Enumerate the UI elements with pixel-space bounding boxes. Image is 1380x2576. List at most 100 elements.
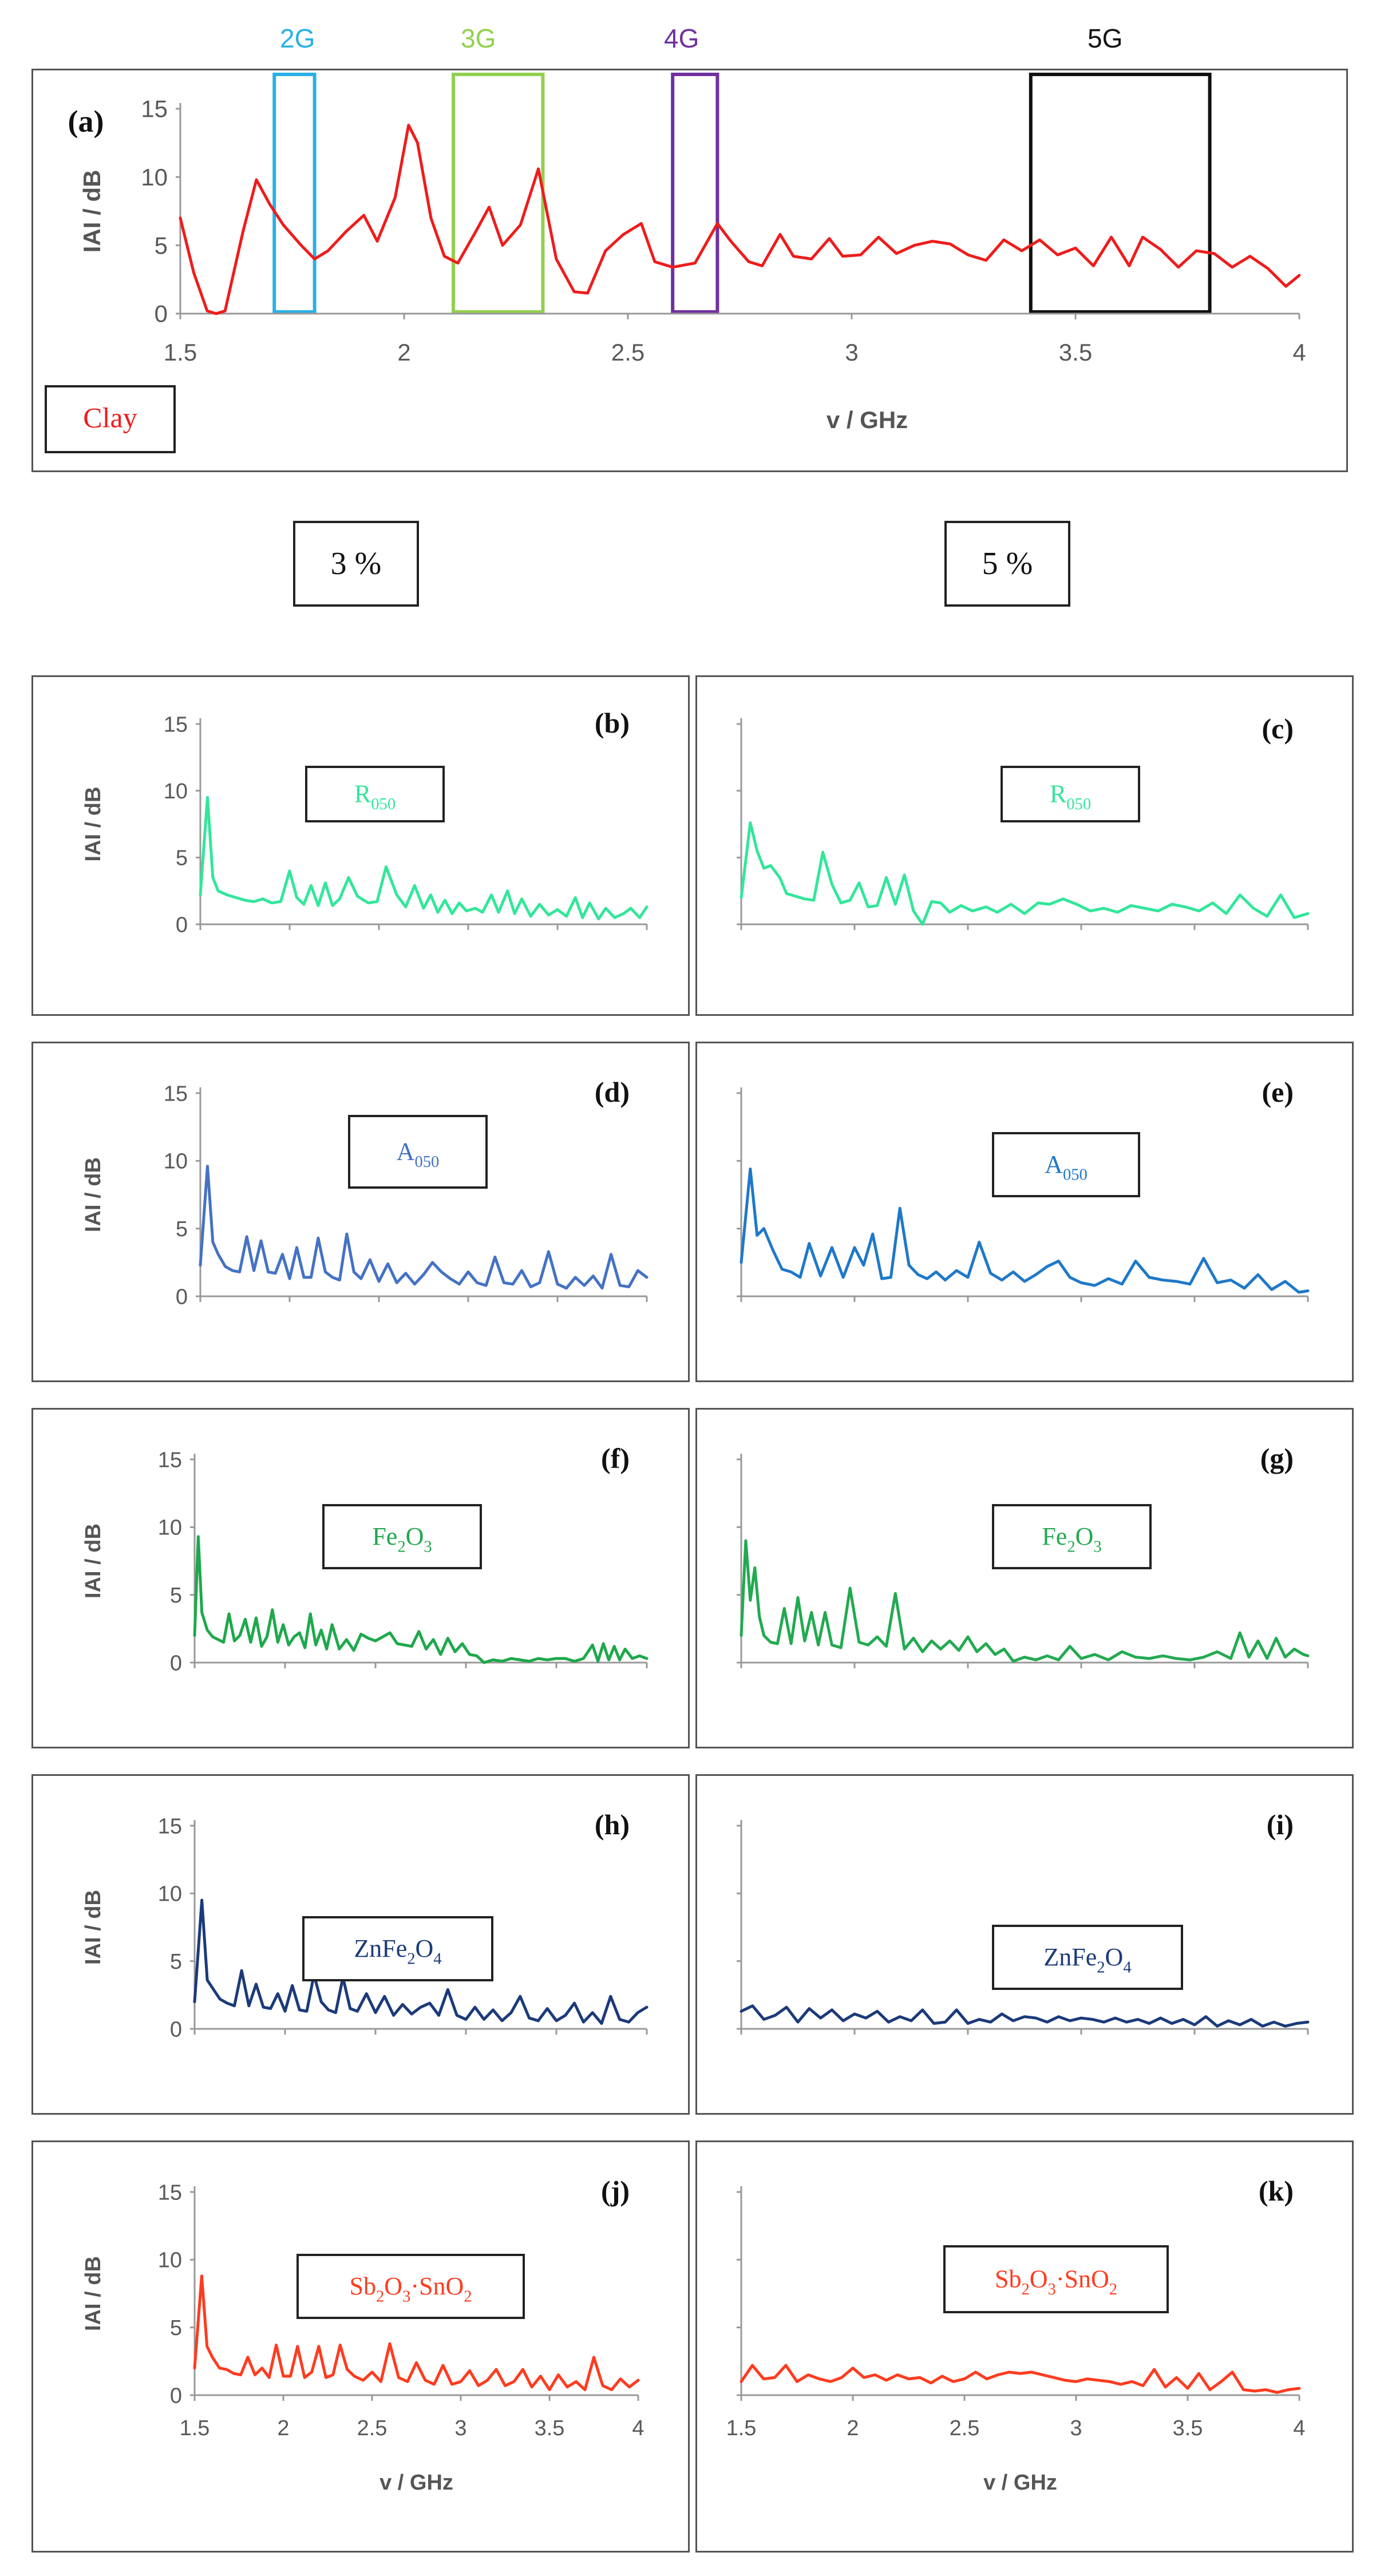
chart-i: (i) ZnFe2O4 [737,1809,1310,2035]
y-tick-label: 0 [176,1285,188,1309]
y-tick-label: 10 [158,2249,182,2273]
panel-label-c: (c) [1262,713,1294,745]
series-line-h [193,1898,649,2025]
material-label-i: ZnFe2O4 [1043,1943,1131,1976]
material-box-e [992,1132,1140,1197]
panel-c-frame [695,675,1354,1016]
material-box-b [305,766,445,822]
material-label-j: Sb2O3·SnO2 [349,2272,472,2305]
chart-g: (g) Fe2O3 [737,1442,1310,1668]
series-line-b [199,796,649,921]
series-line-d [199,1165,649,1290]
y-axis-label: IAI / dB [81,1524,105,1598]
series-line-k [740,2364,1301,2394]
material-box-i [992,1925,1183,1990]
y-tick-label: 10 [164,1150,188,1174]
y-axis-label: IAI / dB [81,1890,105,1965]
x-tick-label: 1.5 [164,339,197,366]
panel-label-a: (a) [68,104,104,139]
material-box-h [302,1916,493,1981]
x-tick-label: 3.5 [1059,339,1092,366]
material-box-g [992,1504,1152,1569]
chart-b: 0 5 10 15 IAI / dB (b) R050 [81,707,649,937]
x-tick-label: 4 [1292,339,1306,366]
panel-label-d: (d) [595,1076,630,1108]
panel-j-frame [31,2140,690,2553]
y-tick-label: 15 [158,2181,182,2205]
chart-c: (c) R050 [737,713,1310,930]
y-tick-label: 15 [164,1082,188,1106]
y-tick-label: 5 [170,1950,182,1974]
chart-d: 0 5 10 15 IAI / dB (d) A050 [81,1076,649,1309]
y-tick-label: 0 [176,913,188,937]
x-axis-label: v / GHz [379,2471,453,2495]
panel-e-frame [695,1042,1354,1382]
x-tick-label: 2 [847,2416,859,2440]
chart-e: (e) A050 [737,1076,1310,1302]
chart-a: 0 5 10 15 1.5 2 2.5 3 3.5 4 IAI / dB v / GHz (a) Clay [45,73,1306,453]
series-line-f [193,1535,649,1664]
header-5-percent: 5 % [944,521,1070,607]
y-axis-label: IAI / dB [78,170,105,253]
series-line-j [193,2274,640,2392]
material-label-b: R050 [354,780,396,813]
band-box-5g [1029,73,1212,314]
x-tick-label: 2 [397,339,410,366]
x-tick-label: 2.5 [950,2416,980,2440]
material-label-d: A050 [397,1138,440,1171]
y-tick-label: 10 [158,1516,182,1540]
y-axis-label: IAI / dB [81,1157,105,1232]
material-box-j [296,2254,525,2319]
band-box-2g [272,73,317,314]
chart-f: 0 5 10 15 IAI / dB (f) Fe2O3 [81,1442,649,1675]
chart-j: 0 5 10 15 1.5 2 2.5 3 3.5 4 IAI / dB v / GHz (j) Sb2O… [81,2175,644,2495]
x-tick-label: 4 [1293,2416,1305,2440]
band-label-2g: 2G [280,23,315,53]
y-tick-label: 5 [170,1584,182,1608]
panel-label-j: (j) [601,2175,630,2207]
y-tick-label: 0 [170,1651,182,1675]
panel-f-frame [31,1408,690,1748]
chart-k: 1.5 2 2.5 3 3.5 4 v / GHz (k) Sb2O3·SnO2 [726,2175,1306,2495]
series-line-i [740,2004,1310,2028]
panel-label-b: (b) [595,707,630,739]
panel-label-f: (f) [601,1442,630,1474]
y-tick-label: 10 [141,164,168,191]
y-tick-label: 5 [155,232,168,259]
material-box-k [943,2245,1169,2313]
panel-d-frame [31,1042,690,1382]
band-label-4g: 4G [664,23,699,53]
material-label-h: ZnFe2O4 [354,1934,441,1968]
x-tick-label: 2.5 [357,2416,387,2440]
y-axis-label: IAI / dB [81,787,105,862]
x-tick-label: 2.5 [611,339,644,366]
material-label-c: R050 [1050,780,1091,813]
y-tick-label: 15 [164,713,188,737]
material-label-f: Fe2O3 [372,1522,432,1556]
y-tick-label: 15 [158,1814,182,1838]
band-label-3g: 3G [461,23,496,53]
x-tick-label: 3.5 [1173,2416,1203,2440]
series-line-e [740,1168,1310,1294]
panel-label-h: (h) [595,1809,630,1841]
x-axis-label: v / GHz [983,2471,1057,2495]
series-line-c [740,821,1310,926]
material-box-a [45,385,176,453]
panel-b-frame [31,675,690,1016]
x-tick-label: 3 [454,2416,466,2440]
material-box-f [322,1504,482,1569]
panel-label-e: (e) [1262,1076,1294,1108]
material-label-a: Clay [83,402,137,434]
y-tick-label: 0 [170,2017,182,2041]
x-tick-label: 3 [1070,2416,1082,2440]
header-3-percent: 3 % [293,521,419,607]
panel-label-k: (k) [1259,2175,1294,2207]
panel-g-frame [695,1408,1354,1748]
y-tick-label: 15 [141,96,168,122]
material-label-e: A050 [1045,1150,1088,1184]
y-tick-label: 10 [158,1882,182,1906]
panel-label-g: (g) [1260,1442,1294,1474]
y-tick-label: 10 [164,779,188,804]
y-tick-label: 0 [155,300,168,327]
material-label-g: Fe2O3 [1042,1522,1101,1556]
